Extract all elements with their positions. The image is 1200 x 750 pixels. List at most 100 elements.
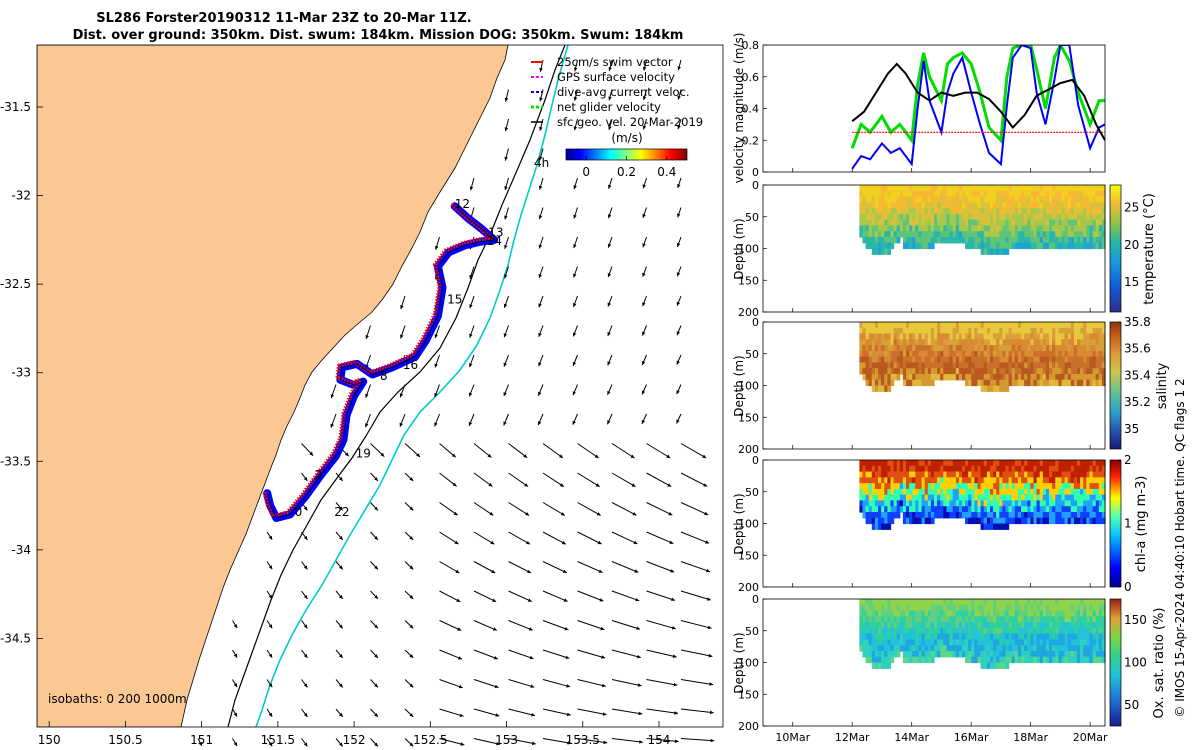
section-cell — [949, 322, 954, 329]
section-cell — [946, 506, 951, 513]
section-cell — [874, 322, 879, 329]
section-cell — [965, 639, 969, 646]
section-cell — [1083, 339, 1087, 346]
section-cell — [912, 622, 916, 629]
section-cell — [881, 656, 885, 664]
section-cell — [983, 219, 988, 226]
section-cell — [983, 339, 988, 346]
current-vector-arrow — [646, 531, 674, 545]
section-cell — [924, 242, 929, 250]
section-cell — [974, 327, 979, 335]
section-cell — [993, 190, 997, 198]
section-cell — [1089, 645, 1094, 652]
section-cell — [1042, 639, 1047, 646]
section-cell — [878, 471, 882, 478]
section-cell — [878, 208, 882, 215]
current-vector-arrow — [232, 679, 238, 688]
section-cell — [893, 494, 898, 501]
section-cell — [918, 339, 923, 346]
section-cell — [896, 512, 901, 519]
section-cell — [983, 627, 988, 635]
section-cell — [983, 356, 988, 363]
legend-gps: GPS surface velocity — [557, 70, 675, 84]
section-cell — [946, 494, 951, 501]
section-cell — [909, 633, 913, 640]
section-cell — [1030, 483, 1035, 490]
section-cell — [918, 465, 923, 473]
section-cell — [940, 350, 944, 358]
section-cell — [996, 208, 1000, 215]
depth-tick-label: 200 — [738, 306, 759, 319]
section-cell — [1008, 339, 1013, 346]
section-cell — [930, 327, 935, 335]
section-cell — [1089, 196, 1094, 203]
section-cell — [1039, 622, 1044, 629]
section-cell — [1061, 219, 1066, 226]
section-cell — [909, 483, 913, 490]
section-cell — [968, 208, 972, 215]
section-cell — [1042, 225, 1047, 232]
current-vector-arrow — [572, 325, 578, 337]
current-vector-arrow — [611, 620, 641, 630]
section-cell — [1073, 190, 1078, 198]
section-cell — [862, 345, 867, 352]
oxygen-colorbar — [1109, 598, 1122, 727]
current-vector-arrow — [572, 384, 578, 396]
section-cell — [874, 345, 879, 352]
section-cell — [1033, 512, 1038, 519]
section-cell — [1008, 333, 1013, 340]
current-vector-arrow — [370, 472, 379, 482]
section-cell — [890, 202, 895, 209]
section-cell — [1005, 356, 1010, 363]
section-cell — [884, 512, 888, 519]
section-cell — [965, 190, 969, 198]
section-cell — [937, 356, 941, 363]
current-vector-arrow — [434, 325, 440, 339]
section-cell — [1092, 517, 1097, 525]
section-cell — [1033, 333, 1038, 340]
section-cell — [890, 616, 895, 623]
section-cell — [1011, 356, 1016, 363]
section-cell — [899, 196, 904, 203]
section-cell — [999, 599, 1003, 606]
section-cell — [930, 374, 935, 381]
section-cell — [1027, 213, 1031, 221]
swim-vector-track — [262, 202, 494, 518]
section-cell — [1058, 202, 1063, 209]
section-cell — [893, 368, 898, 375]
section-cell — [937, 488, 941, 496]
section-cell — [974, 610, 979, 617]
section-cell — [924, 333, 929, 340]
section-cell — [1101, 231, 1106, 238]
section-cell — [990, 385, 994, 392]
section-cell — [952, 225, 957, 232]
section-cell — [955, 225, 960, 232]
section-cell — [1021, 622, 1025, 629]
map-legend: 25cm/s swim vector GPS surface velocity … — [531, 55, 703, 129]
current-vector-arrow — [646, 649, 677, 658]
section-cell — [887, 350, 892, 358]
current-vector-arrow — [439, 649, 463, 660]
section-cell — [1017, 327, 1022, 335]
section-cell — [924, 465, 929, 473]
section-cell — [881, 379, 885, 387]
section-cell — [1005, 368, 1010, 375]
section-cell — [1055, 512, 1059, 519]
section-cell — [1049, 494, 1053, 501]
section-cell — [1098, 500, 1103, 507]
current-vector-arrow — [469, 177, 475, 191]
section-cell — [930, 202, 935, 209]
section-cell — [930, 651, 935, 658]
section-cell — [980, 322, 985, 329]
current-vector-arrow — [608, 177, 613, 189]
section-cell — [896, 333, 901, 340]
section-cell — [912, 645, 916, 652]
current-vector-arrow — [508, 649, 534, 660]
section-cell — [986, 639, 991, 646]
section-cell — [1052, 368, 1056, 375]
section-cell — [896, 645, 901, 652]
section-cell — [909, 517, 913, 525]
section-cell — [881, 488, 885, 496]
section-cell — [1008, 190, 1013, 198]
